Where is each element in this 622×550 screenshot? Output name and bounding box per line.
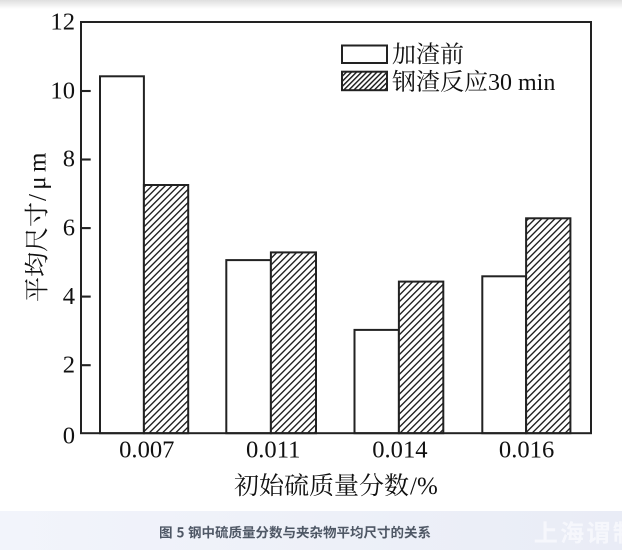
svg-text:/%: /% <box>410 473 438 500</box>
svg-text:0: 0 <box>63 423 75 450</box>
svg-text:4: 4 <box>63 283 75 310</box>
svg-text:6: 6 <box>63 214 75 241</box>
svg-text:8: 8 <box>63 146 75 173</box>
svg-text:0.007: 0.007 <box>119 437 174 464</box>
svg-text:0.016: 0.016 <box>499 437 554 464</box>
svg-text:30 min: 30 min <box>488 70 555 96</box>
svg-text:0.011: 0.011 <box>246 437 300 464</box>
svg-text:2: 2 <box>63 352 75 379</box>
svg-text:10: 10 <box>50 77 75 104</box>
svg-text:12: 12 <box>50 8 75 35</box>
svg-text:0.014: 0.014 <box>372 437 427 464</box>
